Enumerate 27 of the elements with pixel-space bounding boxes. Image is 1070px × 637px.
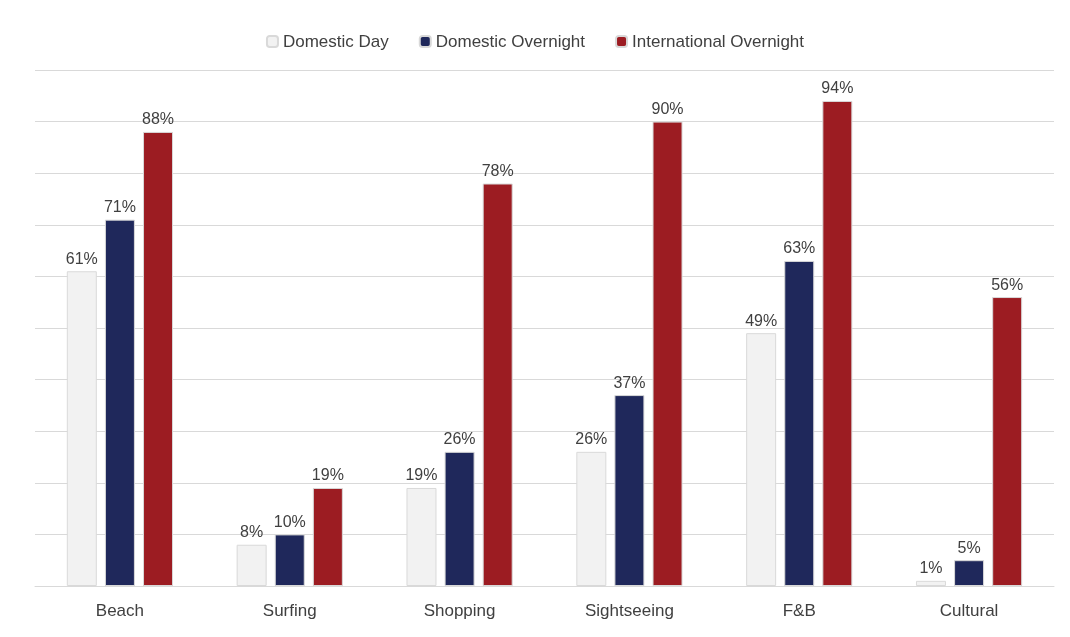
x-tick-label: F&B: [782, 601, 816, 620]
data-label: 26%: [443, 430, 476, 448]
data-label: 78%: [481, 162, 514, 180]
data-label: 49%: [745, 311, 778, 329]
data-label: 61%: [65, 249, 98, 267]
data-label: 26%: [575, 430, 608, 448]
x-tick-label: Sightseeing: [584, 601, 674, 620]
x-tick-label: Beach: [95, 601, 145, 620]
data-label: 8%: [240, 523, 264, 541]
data-label: 19%: [311, 466, 344, 484]
x-tick-label: Shopping: [423, 601, 496, 620]
data-label: 71%: [103, 198, 136, 216]
data-label: 19%: [405, 466, 438, 484]
data-label: 94%: [821, 79, 854, 97]
data-label: 10%: [273, 512, 306, 530]
legend-label: Domestic Day: [282, 32, 390, 51]
data-label: 1%: [919, 559, 943, 577]
x-tick-label: Surfing: [262, 601, 317, 620]
legend-label: Domestic Overnight: [435, 32, 586, 51]
data-label: 37%: [613, 373, 646, 391]
x-tick-label: Cultural: [939, 601, 999, 620]
data-label: 5%: [957, 538, 981, 556]
data-label: 90%: [651, 100, 684, 118]
data-label: 88%: [142, 110, 175, 128]
data-label: 56%: [991, 275, 1024, 293]
legend-label: International Overnight: [632, 32, 805, 51]
data-label: 63%: [783, 239, 816, 257]
